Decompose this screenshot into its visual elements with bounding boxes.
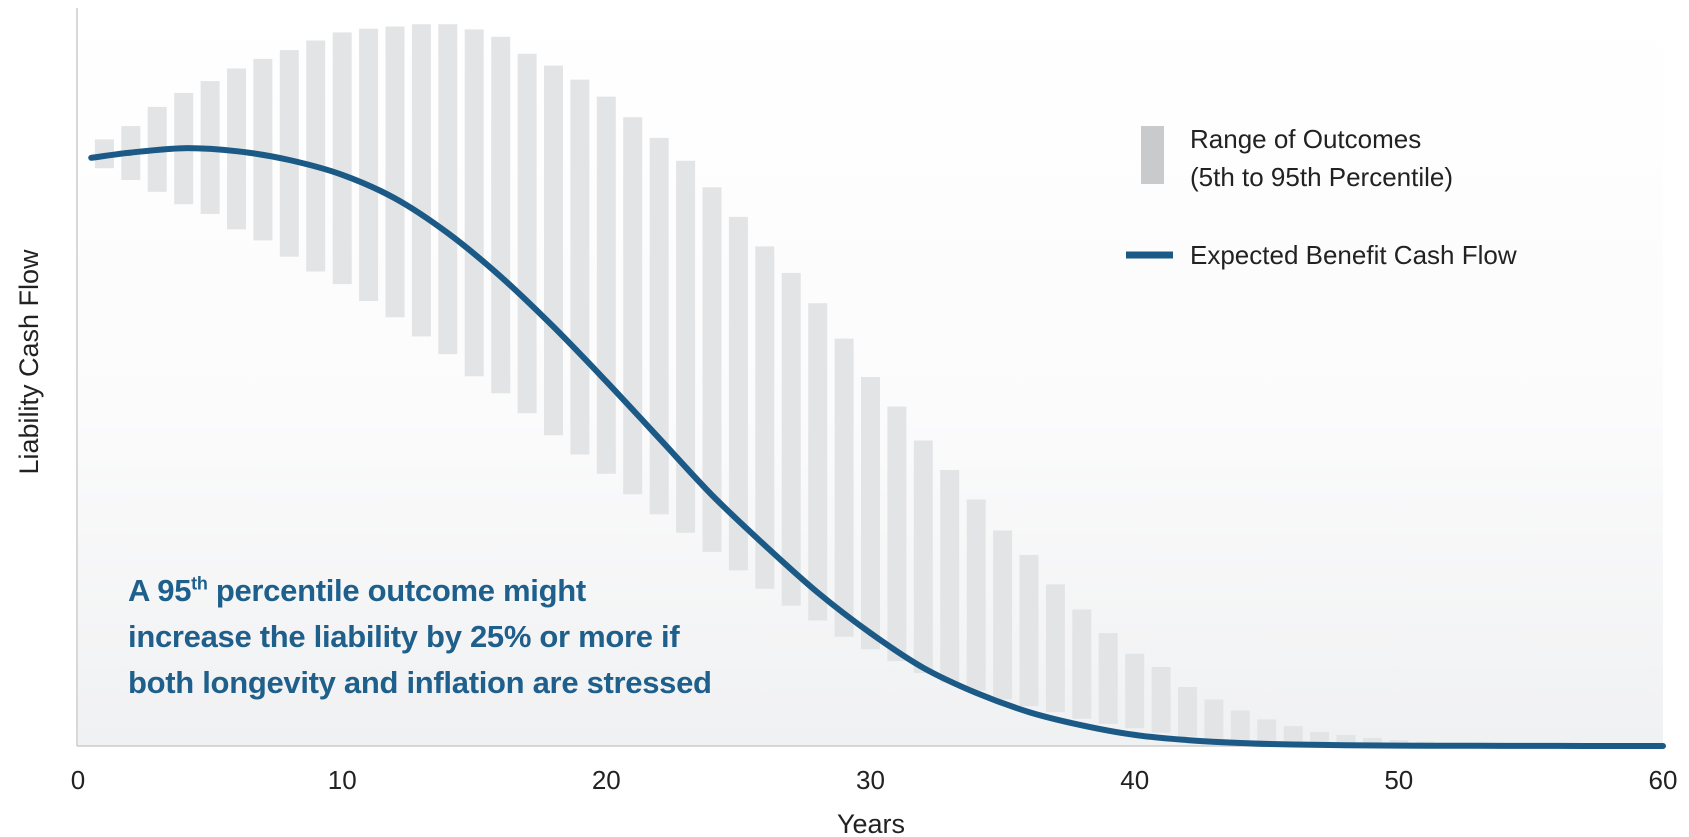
range-bar [1045,584,1065,713]
expected-benefit-line [88,145,1666,749]
range-bar [464,29,484,377]
range-bar [253,58,273,241]
range-bar [1019,554,1039,707]
range-bars [94,24,1647,746]
range-bar [913,440,933,673]
x-tick-label: 10 [328,765,357,795]
range-bar [623,117,643,495]
range-bar [279,50,299,257]
range-bar [1178,687,1197,737]
x-tick-label: 30 [856,765,885,795]
range-bar [1257,719,1277,743]
range-bar [359,28,379,301]
range-bar [1072,609,1092,719]
range-bar [728,216,748,571]
legend-line-label: Expected Benefit Cash Flow [1190,240,1517,270]
x-tick-label: 60 [1649,765,1678,795]
range-bar [306,40,326,272]
range-bar [1204,699,1224,740]
x-tick-label: 50 [1384,765,1413,795]
range-bar [596,96,616,474]
range-bar [887,406,907,662]
range-bar [570,79,590,455]
annotation-line3: both longevity and inflation are stresse… [128,665,712,700]
range-bar [438,24,458,355]
range-bar [808,303,828,621]
annotation-text: A 95th percentile outcome might increase… [128,568,768,706]
range-bar [517,53,537,414]
range-bar [491,36,511,394]
range-bar [1098,633,1118,724]
range-bar [1151,667,1171,733]
x-tick-labels: 0 10 20 30 40 50 60 [71,765,1678,795]
x-axis-title: Years [837,809,905,837]
legend-range-label-line1: Range of Outcomes [1190,124,1421,154]
annotation-line1-sup: th [191,573,208,594]
range-bar [702,187,722,552]
range-bar [993,530,1013,700]
range-bar [966,499,986,691]
range-bar [861,377,880,650]
y-axis-title: Liability Cash Flow [14,249,44,475]
range-bar [1125,653,1145,729]
x-tick-label: 20 [592,765,621,795]
range-bar [1283,726,1303,744]
range-bar [1230,710,1250,741]
range-bar [834,338,854,637]
x-tick-label: 0 [71,765,85,795]
range-bar [544,65,563,436]
range-bar [1336,734,1356,745]
range-bar [781,272,801,606]
range-bar [385,26,405,318]
range-bar [411,24,431,337]
legend-range-swatch [1141,126,1164,184]
annotation-line1-suffix: percentile outcome might [207,573,586,608]
range-bar [940,470,960,683]
range-bar [755,246,775,589]
annotation-line1: A 95th percentile outcome might [128,568,768,614]
range-bar [332,32,352,285]
legend: Range of Outcomes (5th to 95th Percentil… [1126,124,1517,270]
range-bar [1362,737,1382,746]
range-bar [676,160,696,533]
range-bar [649,137,669,515]
annotation-line1-prefix: A 95 [128,573,192,608]
x-tick-label: 40 [1120,765,1149,795]
legend-range-label-line2: (5th to 95th Percentile) [1190,162,1453,192]
annotation-line2: increase the liability by 25% or more if [128,619,680,654]
range-bar [1310,732,1330,745]
